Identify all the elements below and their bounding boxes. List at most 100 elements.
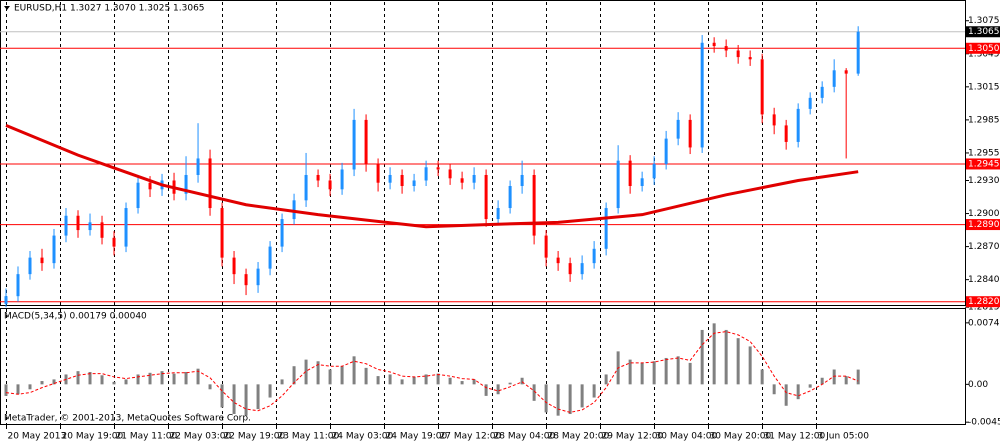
macd-bar (808, 384, 812, 388)
level-box (966, 219, 1000, 231)
macd-bar (700, 329, 704, 385)
macd-bar (448, 377, 452, 385)
candle-body (412, 180, 416, 187)
macd-bar (796, 384, 800, 400)
macd-bar (580, 384, 584, 408)
macd-bar (280, 379, 284, 385)
candle-body (772, 114, 776, 126)
macd-bar (436, 373, 440, 385)
macd-bar (328, 369, 332, 385)
y-tick-label: 0.00746 (968, 318, 1000, 328)
level-label: 1.2820 (968, 297, 1000, 307)
macd-bar (820, 377, 824, 385)
candle-body (652, 163, 656, 179)
x-tick-label: 24 May 19:00 (386, 432, 448, 442)
macd-bar (244, 384, 248, 416)
y-tick-label: 1.2840 (968, 275, 1000, 285)
macd-bar (688, 362, 692, 385)
candle-body (376, 163, 380, 183)
macd-bar (208, 384, 212, 390)
macd-bar (712, 323, 716, 385)
macd-bar (532, 384, 536, 401)
macd-bar (760, 369, 764, 385)
y-tick-label: 1.2985 (968, 115, 1000, 125)
candle-body (436, 167, 440, 170)
candle-body (580, 263, 584, 275)
candle-body (676, 119, 680, 139)
macd-bar (676, 356, 680, 385)
candle-body (628, 160, 632, 187)
macd-bar (412, 376, 416, 385)
candle-body (748, 57, 752, 60)
macd-bar (376, 376, 380, 385)
candle-body (340, 169, 344, 190)
candle-body (820, 86, 824, 98)
macd-bar (364, 367, 368, 385)
candle-body (28, 257, 32, 275)
candle-body (532, 174, 536, 236)
candle-body (796, 108, 800, 142)
candle-body (88, 222, 92, 231)
macd-bar (196, 368, 200, 385)
x-tick-label: 28 May 20:00 (548, 432, 610, 442)
candle-body (604, 208, 608, 249)
candle-body (664, 138, 668, 164)
x-tick-label: 20 May 2013 (8, 432, 67, 442)
candle-body (844, 70, 848, 74)
macd-bar (628, 359, 632, 385)
level-box (966, 42, 1000, 54)
candle-body (784, 125, 788, 142)
macd-bar (124, 379, 128, 385)
candle-body (484, 174, 488, 220)
macd-bar (136, 374, 140, 385)
candle-body (736, 50, 740, 58)
candle-body (760, 59, 764, 115)
candle-body (472, 174, 476, 183)
current-price-label: 1.3065 (968, 27, 1000, 37)
candle-body (808, 97, 812, 109)
level-label: 1.2890 (968, 220, 1000, 230)
macd-bar (508, 382, 512, 385)
candle-body (496, 208, 500, 220)
y-tick-label: 0.00 (968, 380, 988, 390)
candle-body (448, 169, 452, 179)
macd-bar (232, 384, 236, 415)
x-tick-label: 30 May 04:00 (656, 432, 718, 442)
macd-bar (352, 356, 356, 385)
candle-body (232, 257, 236, 275)
y-tick-label: 1.2870 (968, 242, 1000, 252)
candle-body (196, 158, 200, 175)
macd-bar (28, 384, 32, 390)
candle-body (388, 174, 392, 183)
moving-average (5, 124, 859, 229)
candle-body (712, 42, 716, 47)
macd-bar (832, 369, 836, 385)
macd-bar (304, 359, 308, 385)
x-tick-label: 20 May 19:00 (62, 432, 124, 442)
y-tick-label: 1.3045 (968, 49, 1000, 59)
candle-body (124, 208, 128, 247)
x-tick-label: 28 May 04:00 (494, 432, 556, 442)
macd-bar (520, 377, 524, 385)
macd-bar (256, 384, 260, 410)
macd-bar (88, 371, 92, 385)
macd-bar (400, 379, 404, 385)
candle-body (148, 182, 152, 190)
x-tick-label: 21 May 11:00 (116, 432, 178, 442)
candle-body (616, 160, 620, 209)
candle-body (520, 174, 524, 187)
candle-body (544, 235, 548, 258)
x-tick-label: 23 May 11:00 (278, 432, 340, 442)
macd-bar (316, 361, 320, 385)
macd-bar (100, 375, 104, 385)
candle-body (220, 208, 224, 258)
candle-body (268, 246, 272, 269)
macd-bar (148, 372, 152, 385)
candle-body (400, 174, 404, 187)
candle-body (640, 178, 644, 187)
candle-body (244, 274, 248, 286)
candle-body (52, 235, 56, 264)
macd-panel (0, 308, 966, 425)
candle-body (280, 219, 284, 247)
x-tick-label: 29 May 12:00 (602, 432, 664, 442)
